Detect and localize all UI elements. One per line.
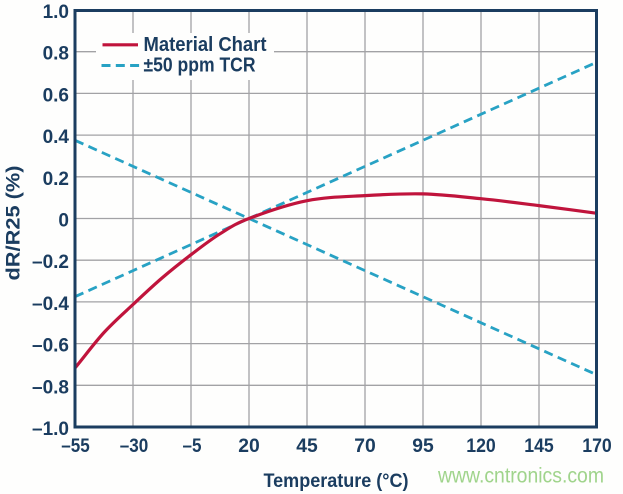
svg-text:–55: –55 (61, 436, 90, 457)
svg-text:–0.4: –0.4 (32, 294, 69, 315)
svg-text:–5: –5 (183, 436, 202, 457)
svg-text:1.0: 1.0 (43, 2, 69, 23)
svg-text:–0.8: –0.8 (32, 377, 69, 398)
svg-text:Temperature (°C): Temperature (°C) (264, 471, 409, 492)
svg-text:0.4: 0.4 (43, 127, 70, 148)
svg-text:Material Chart: Material Chart (144, 34, 267, 56)
svg-text:145: 145 (524, 436, 554, 457)
svg-text:20: 20 (238, 436, 260, 457)
svg-text:70: 70 (354, 436, 376, 457)
svg-text:–0.6: –0.6 (32, 336, 69, 357)
svg-text:dR/R25 (%): dR/R25 (%) (4, 166, 25, 281)
svg-text:–1.0: –1.0 (32, 419, 69, 440)
svg-text:0: 0 (58, 211, 69, 232)
svg-text:www.cntronics.com: www.cntronics.com (437, 465, 604, 488)
svg-text:0.8: 0.8 (43, 44, 69, 65)
svg-text:0.2: 0.2 (43, 169, 69, 190)
svg-text:95: 95 (412, 436, 434, 457)
svg-text:170: 170 (582, 436, 612, 457)
svg-text:45: 45 (296, 436, 318, 457)
svg-text:±50 ppm TCR: ±50 ppm TCR (144, 55, 256, 77)
svg-text:120: 120 (466, 436, 496, 457)
svg-text:0.6: 0.6 (43, 85, 69, 106)
svg-text:–30: –30 (120, 436, 149, 457)
svg-text:–0.2: –0.2 (32, 252, 69, 273)
